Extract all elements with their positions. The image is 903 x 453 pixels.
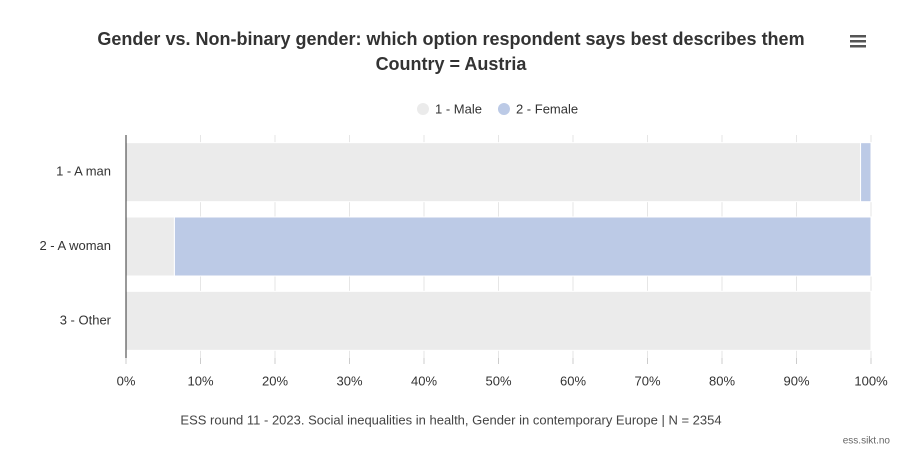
bar-segment xyxy=(125,290,872,351)
x-tick-label: 30% xyxy=(336,373,362,388)
bars xyxy=(125,142,872,351)
chart-subtitle: Country = Austria xyxy=(376,54,528,74)
caption: ESS round 11 - 2023. Social inequalities… xyxy=(180,412,721,427)
y-tick-label: 2 - A woman xyxy=(39,238,111,253)
menu-icon-bar xyxy=(850,45,866,48)
legend-marker xyxy=(417,103,429,115)
menu-icon-bar xyxy=(850,40,866,43)
legend-marker xyxy=(497,103,510,115)
bar-segment xyxy=(860,142,872,203)
menu-icon-bar xyxy=(850,35,866,38)
legend-label: 1 - Male xyxy=(435,101,482,116)
bar-segment xyxy=(125,216,175,277)
x-tick-label: 50% xyxy=(485,373,511,388)
menu-button[interactable] xyxy=(846,30,870,52)
chart-title: Gender vs. Non-binary gender: which opti… xyxy=(97,29,804,49)
y-tick-label: 3 - Other xyxy=(60,312,112,327)
x-tick-label: 20% xyxy=(262,373,288,388)
credit: ess.sikt.no xyxy=(843,436,891,447)
y-tick-label: 1 - A man xyxy=(56,164,111,179)
x-tick-label: 40% xyxy=(411,373,437,388)
x-tick-label: 60% xyxy=(560,373,586,388)
x-tick-label: 80% xyxy=(709,373,735,388)
x-tick-label: 0% xyxy=(117,373,136,388)
x-tick-label: 70% xyxy=(634,373,660,388)
x-tick-label: 100% xyxy=(854,373,888,388)
bar-segment xyxy=(173,216,872,277)
legend-label: 2 - Female xyxy=(516,101,578,116)
x-tick-label: 10% xyxy=(187,373,213,388)
bar-segment xyxy=(125,142,862,203)
x-tick-label: 90% xyxy=(783,373,809,388)
